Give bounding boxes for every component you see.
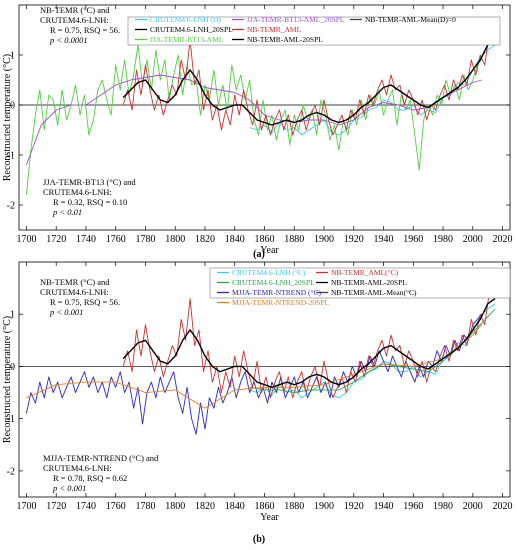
x-tick-label: 1800 <box>165 234 185 245</box>
x-axis-label: Year <box>260 512 279 523</box>
x-tick-label: 1940 <box>374 501 394 512</box>
annotation-line: CRUTEM4.6-LNH: <box>43 187 112 197</box>
x-tick-label: 1720 <box>46 501 66 512</box>
series-line-0 <box>249 44 496 136</box>
y-axis-label: Reconstructed temperature (°C) <box>2 54 13 181</box>
annotation-line: p < 0.01 <box>52 207 82 217</box>
x-tick-label: 1900 <box>314 234 334 245</box>
x-tick-label: 1760 <box>106 234 126 245</box>
x-tick-label: 1780 <box>135 234 155 245</box>
annotation-line: R = 0.32, RSQ = 0.10 <box>53 197 127 207</box>
annotation-line: NB-TEMR (°C) and <box>40 277 110 287</box>
x-tick-label: 1960 <box>403 234 423 245</box>
x-tick-label: 1820 <box>195 501 215 512</box>
legend-label: JJA-TEMR-BT13-AML <box>150 35 224 44</box>
series-line-4 <box>122 39 496 126</box>
y-tick-label: 1 <box>10 51 15 62</box>
legend-label: NB-TEMR-AML-Mean(D)=0 <box>365 15 456 24</box>
x-tick-label: 1880 <box>284 501 304 512</box>
x-tick-label: 2020 <box>493 501 513 512</box>
x-tick-label: 1980 <box>433 234 453 245</box>
y-tick-label: -1 <box>7 151 15 162</box>
legend-box <box>209 267 511 299</box>
x-tick-label: 1760 <box>106 501 126 512</box>
legend-label: NB-TEMR-AML-Mean(°C) <box>331 288 417 297</box>
x-tick-label: 1980 <box>433 501 453 512</box>
x-tick-label: 1820 <box>195 234 215 245</box>
series-line-4 <box>26 324 483 409</box>
x-tick-label: 2000 <box>463 501 483 512</box>
legend-label: NB-TEMR-AML-20SPL <box>331 278 407 287</box>
series-line-3 <box>25 74 482 166</box>
annotation-line: R = 0.75, RSQ = 56. <box>50 297 120 307</box>
legend-label: CRUTEM4.6-LNH (°C) <box>232 268 306 277</box>
legend-box <box>127 16 501 46</box>
annotation-line: CRUTEM4.6-LNH: <box>40 287 109 297</box>
x-tick-label: 1800 <box>165 501 185 512</box>
annotation-line: R = 0.75, RSQ = 56. <box>50 25 120 35</box>
legend-label: MJJA-TEMR-NTREND (°C) <box>232 288 322 297</box>
x-tick-label: 1920 <box>344 501 364 512</box>
legend-label: NB-TEMR_AML <box>247 25 302 34</box>
annotation-line: CRUTEM4.6-LNH: <box>43 463 112 473</box>
x-tick-label: 1700 <box>16 501 36 512</box>
annotation-line: MJJA-TEMR-NTREND (°C) and <box>43 453 159 463</box>
legend-label: CRUTEM4.6-LNH (D) <box>150 15 221 24</box>
legend-label: NB-TEMR-AML-20SPL <box>247 35 323 44</box>
annotation-line: p < 0.0001 <box>49 35 88 45</box>
annotation-line: NB-TEMR (°C) and <box>40 5 110 15</box>
legend-label: MJJA-TEMR-NTREND-20SPL <box>232 298 330 307</box>
y-tick-label: -2 <box>7 201 15 212</box>
plot-frame <box>18 261 511 498</box>
x-tick-label: 1880 <box>284 234 304 245</box>
annotation-line: JJA-TEMR-BT13 (°C) and <box>43 177 136 187</box>
y-tick-label: 1 <box>10 310 15 321</box>
panel-a: 1700 1720 1740 1760 1780 1800 1820 1840 1860 1880… <box>2 4 513 260</box>
y-axis-label: Reconstructed temperature (°C) <box>2 316 13 443</box>
x-axis-label: Year <box>260 245 279 256</box>
series-line-5 <box>122 298 496 388</box>
y-tick-label: -1 <box>7 414 15 425</box>
x-tick-label: 1940 <box>374 234 394 245</box>
y-tick-label: 0 <box>10 101 15 112</box>
panel-label: (a) <box>253 249 265 260</box>
x-tick-label: 1740 <box>76 234 96 245</box>
annotation-line: CRUTEM4.6-LNH: <box>40 15 109 25</box>
series-line-1 <box>25 44 483 196</box>
x-tick-label: 1720 <box>46 234 66 245</box>
x-tick-label: 1840 <box>225 234 245 245</box>
x-tick-label: 1960 <box>403 501 423 512</box>
y-tick-label: 0 <box>10 362 15 373</box>
legend-label: CRUTEM4.6-LNH_20SPL <box>232 278 315 287</box>
x-tick-label: 1860 <box>255 501 275 512</box>
x-tick-label: 1840 <box>225 501 245 512</box>
x-tick-label: 2000 <box>463 234 483 245</box>
x-tick-label: 1920 <box>344 234 364 245</box>
legend-label: NB-TEMR_AML(°C) <box>331 268 399 277</box>
x-tick-label: 1700 <box>16 234 36 245</box>
x-tick-label: 1780 <box>135 501 155 512</box>
annotation-line: p < 0.001 <box>49 307 83 317</box>
legend-label: CRUTEM4.6-LNH_20SPL <box>150 25 233 34</box>
legend-label: JJA-TEMR-BT13-AML_20SPL <box>247 15 345 24</box>
panel-label: (b) <box>253 534 265 545</box>
x-tick-label: 1900 <box>314 501 334 512</box>
x-tick-label: 1860 <box>255 234 275 245</box>
x-tick-label: 1740 <box>76 501 96 512</box>
y-tick-label: -2 <box>7 466 15 477</box>
x-tick-label: 2020 <box>493 234 513 245</box>
panel-b: 1700 1720 1740 1760 1780 1800 1820 1840 1860 1880… <box>2 261 513 545</box>
annotation-line: R = 0.78, RSQ = 0.62 <box>53 473 127 483</box>
annotation-line: p < 0.001 <box>52 483 86 493</box>
